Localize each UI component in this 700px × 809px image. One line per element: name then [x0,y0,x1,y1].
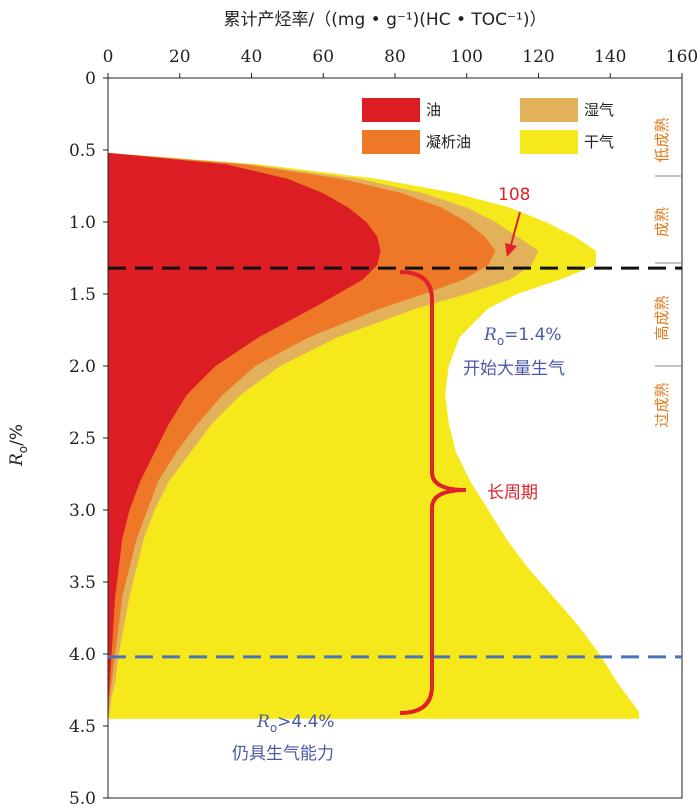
x-axis-ticks: 0 20 40 60 80 100 120 140 160 [103,47,698,78]
y-tick-label: 1.5 [69,285,96,305]
peak-value-label: 108 [498,185,530,205]
legend-swatch-oil [362,98,420,122]
y-tick-label: 3.5 [69,573,96,593]
legend-swatch-dry-gas [520,130,578,154]
x-tick-label: 140 [594,47,626,67]
y-tick-label: 2.0 [69,357,96,377]
ro-end-label: Ro>4.4% [256,712,335,735]
x-tick-label: 20 [169,47,191,67]
stage-over-mature: 过成熟 [653,382,671,427]
x-tick-label: 100 [451,47,483,67]
legend-label-condensate: 凝析油 [426,133,471,151]
x-tick-label: 120 [522,47,554,67]
legend: 油 湿气 凝析油 干气 [362,98,614,154]
legend-label-wet-gas: 湿气 [584,101,614,119]
stacked-areas [108,152,639,719]
ro-start-label: Ro=1.4% [483,325,562,348]
y-tick-label: 0.5 [69,141,96,161]
x-tick-label: 60 [312,47,334,67]
long-period-label: 长周期 [487,483,538,503]
legend-label-oil: 油 [426,101,441,119]
y-axis-title: Ro/% [7,424,30,467]
svg-text:Ro/%: Ro/% [7,424,30,467]
x-tick-label: 0 [103,47,114,67]
y-tick-label: 1.0 [69,213,96,233]
stage-high-mature: 高成熟 [653,295,671,340]
ro-start-text: 开始大量生气 [463,359,565,379]
y-tick-label: 3.0 [69,501,96,521]
x-tick-label: 40 [241,47,263,67]
y-tick-label: 5.0 [69,789,96,809]
y-axis-title-unit: /% [7,424,27,446]
ro-end-text: 仍具生气能力 [232,744,334,764]
stage-low-mature: 低成熟 [653,117,671,162]
stage-mature: 成熟 [653,207,671,237]
x-axis-title: 累计产烃率/（(mg • g⁻¹)(HC • TOC⁻¹)） [224,10,547,30]
legend-swatch-wet-gas [520,98,578,122]
peak-arrow-head [505,243,517,257]
y-axis-title-sub: o [16,446,30,453]
area-oil [108,152,381,719]
y-tick-label: 0 [85,69,96,89]
legend-swatch-condensate [362,130,420,154]
x-tick-label: 160 [666,47,698,67]
peak-arrow-line [510,211,521,246]
y-axis-title-main: R [7,453,27,467]
maturity-stages: 低成熟 成熟 高成熟 过成熟 [653,117,682,428]
x-tick-label: 80 [384,47,406,67]
long-period-brace [399,270,467,715]
y-tick-label: 4.0 [69,645,96,665]
y-tick-label: 4.5 [69,717,96,737]
y-tick-label: 2.5 [69,429,96,449]
reference-lines [108,266,682,659]
y-axis-ticks: 0 0.5 1.0 1.5 2.0 2.5 3.0 3.5 4.0 4.5 5.0 [69,69,108,809]
legend-label-dry-gas: 干气 [584,133,614,151]
